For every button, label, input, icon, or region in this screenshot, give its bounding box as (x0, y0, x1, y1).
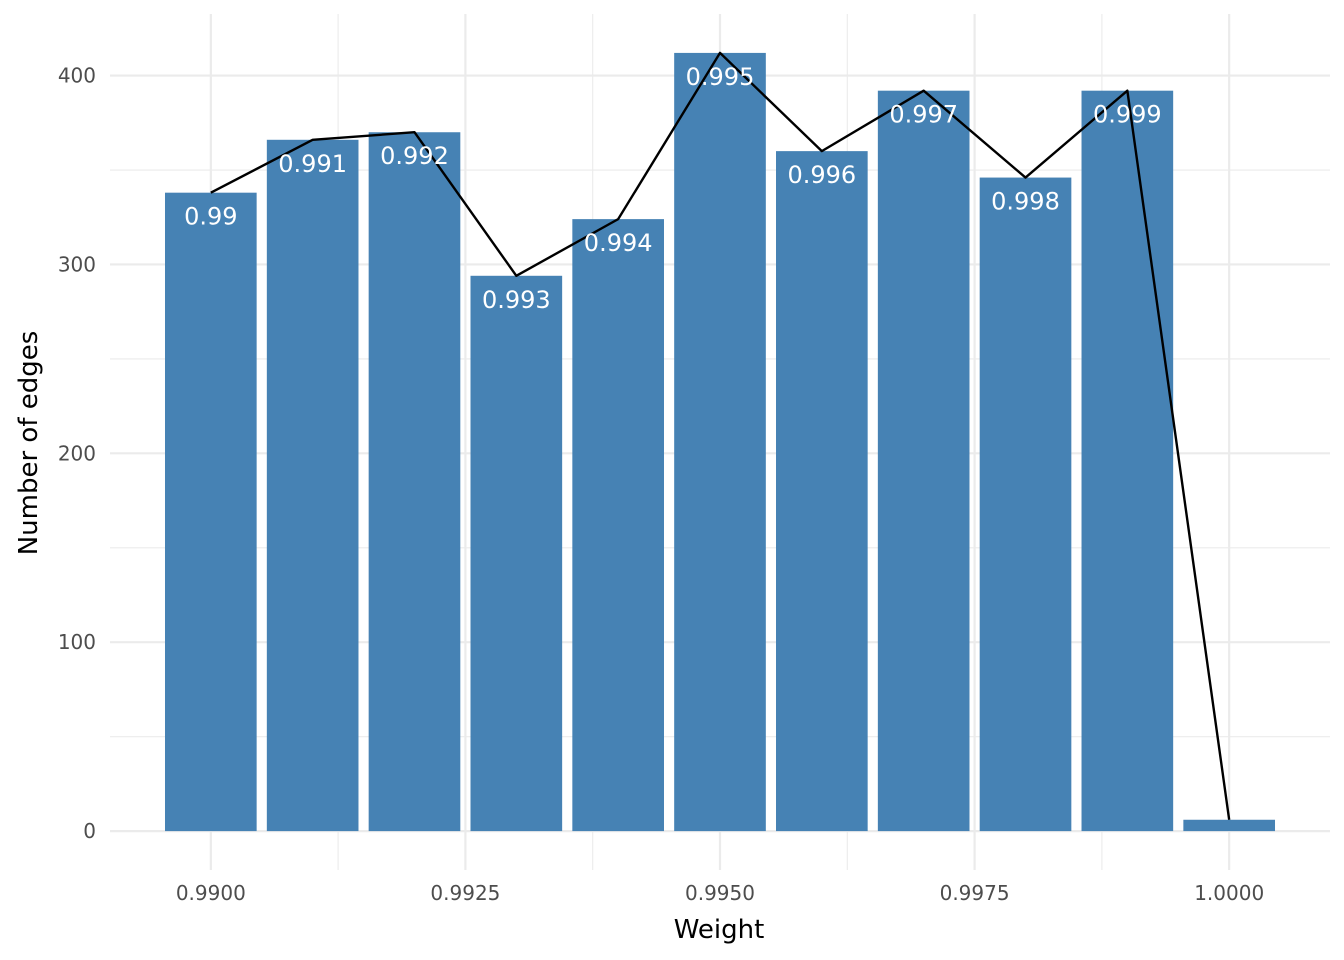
y-tick-label: 100 (58, 630, 96, 654)
x-tick-label: 0.9900 (176, 881, 246, 905)
bar-value-label: 0.991 (278, 150, 347, 178)
bar (979, 177, 1072, 832)
bar (572, 219, 664, 832)
bar (164, 192, 257, 832)
overlay-line-group (210, 51, 1231, 820)
y-tick-label: 300 (58, 252, 96, 276)
bar (776, 151, 868, 832)
bar-value-label: 0.997 (889, 101, 958, 129)
bar (368, 132, 461, 832)
x-axis-ticks: 0.9900 0.9925 0.9950 0.9975 1.0000 (176, 881, 1264, 905)
overlay-line (210, 51, 1231, 820)
bar-value-label: 0.999 (1093, 101, 1162, 129)
bar-value-label: 0.99 (184, 203, 237, 231)
x-axis-title: Weight (674, 915, 765, 945)
x-tick-label: 0.9925 (430, 881, 500, 905)
bar (877, 90, 970, 832)
bar (1183, 819, 1276, 832)
bar (470, 275, 563, 832)
bar-value-label: 0.996 (787, 161, 856, 189)
bar-value-label: 0.998 (991, 188, 1060, 216)
bar (1081, 90, 1174, 832)
bar-value-label: 0.993 (482, 286, 551, 314)
y-tick-label: 400 (58, 64, 96, 88)
x-tick-label: 0.9975 (940, 881, 1010, 905)
bar-value-label: 0.994 (584, 229, 653, 257)
x-tick-label: 1.0000 (1194, 881, 1264, 905)
bar (266, 139, 359, 832)
y-tick-label: 200 (58, 441, 96, 465)
bar-labels: 0.99 0.991 0.992 0.993 0.994 0.995 0.996 0.997 0… (184, 63, 1162, 314)
bar-value-label: 0.992 (380, 142, 449, 170)
bar-value-label: 0.995 (686, 63, 755, 91)
y-axis-ticks: 0 100 200 300 400 (58, 64, 96, 844)
bars (164, 52, 1276, 832)
y-axis-title: Number of edges (14, 331, 44, 556)
y-tick-label: 0 (83, 819, 96, 843)
bar (674, 52, 766, 832)
x-tick-label: 0.9950 (685, 881, 755, 905)
